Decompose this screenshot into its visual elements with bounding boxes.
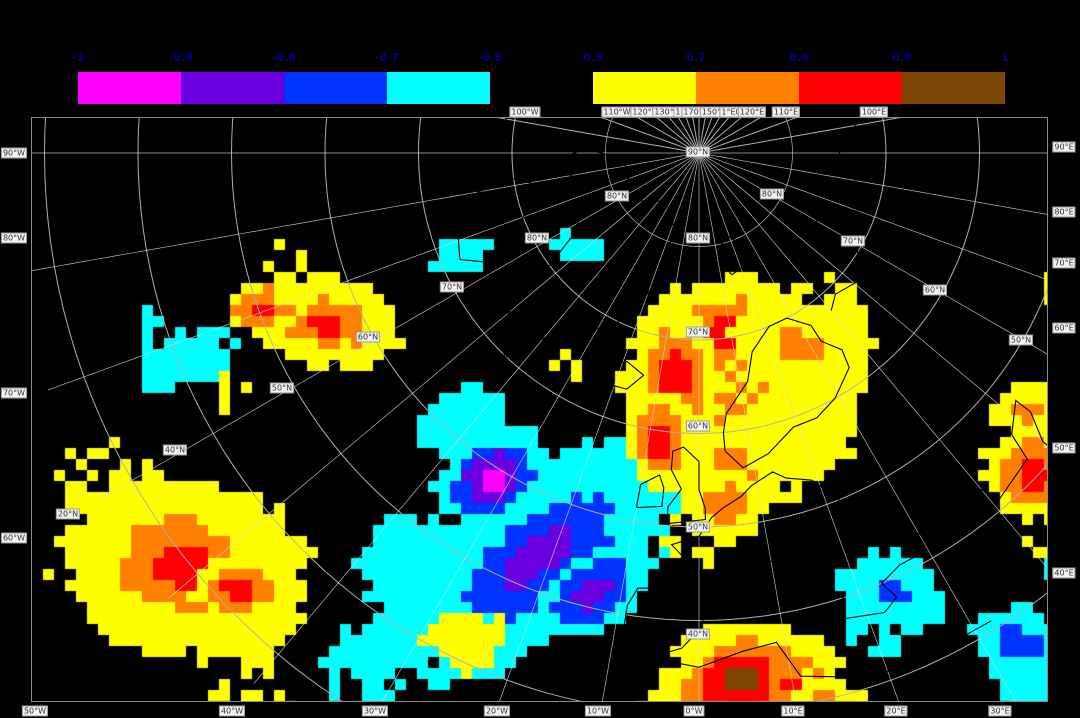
axis-label-bottom-20W: 20°W xyxy=(483,705,511,717)
graticule-line xyxy=(699,153,1047,569)
colorbar-tick-1: 1 xyxy=(1001,51,1009,64)
grid-label-50N: 50°N xyxy=(1008,334,1034,346)
grid-label-90N: 90°N xyxy=(685,146,711,158)
graticule-line xyxy=(699,152,1047,215)
colorbar-segment-1 xyxy=(181,72,284,104)
coastline-path xyxy=(623,471,922,657)
axis-label-left-60W: 60°W xyxy=(0,532,28,544)
axis-label-left-90W: 90°W xyxy=(0,147,28,159)
axis-label-bottom-50W: 50°W xyxy=(21,705,49,717)
graticule-line xyxy=(698,153,797,701)
axis-label-top-120E: 120°E xyxy=(737,106,767,118)
graticule-line xyxy=(168,153,699,599)
axis-label-bottom-30W: 30°W xyxy=(361,705,389,717)
graticule-line xyxy=(698,153,899,701)
colorbar-segment-3 xyxy=(387,72,490,104)
graticule-line xyxy=(499,153,700,701)
graticule-line xyxy=(47,152,699,391)
map-plot-area[interactable] xyxy=(31,117,1048,702)
coastline-path xyxy=(603,361,645,390)
negative-colorbar-tick-labels: -1 -0.9 -0.8 -0.7 -0.5 xyxy=(72,51,502,65)
axis-label-top-100E: 100°E xyxy=(859,106,889,118)
axis-label-bottom-20E: 20°E xyxy=(884,705,908,717)
correlation-heatmap-canvas xyxy=(32,118,1047,701)
coastline-path xyxy=(635,474,665,509)
colorbar-tick--0.9: -0.9 xyxy=(168,51,194,64)
grid-label-80N: 80°N xyxy=(685,232,711,244)
colorbar-tick--0.5: -0.5 xyxy=(477,51,503,64)
axis-label-top-110E: 110°E xyxy=(771,106,801,118)
coastline-path xyxy=(812,204,853,253)
grid-label-70N: 70°N xyxy=(840,235,866,247)
axis-label-right-90E: 90°E xyxy=(1052,141,1076,153)
axis-label-top-100W: 100°W xyxy=(509,106,541,118)
axis-label-bottom-30E: 30°E xyxy=(988,705,1012,717)
grid-label-20N: 20°N xyxy=(55,508,81,520)
colorbar-tick-0.8: 0.8 xyxy=(789,51,809,64)
graticule-line xyxy=(32,152,699,271)
axis-label-bottom-10W: 10°W xyxy=(584,705,612,717)
graticule-line xyxy=(699,153,1047,446)
graticule-line xyxy=(382,153,699,701)
coastline-path xyxy=(557,148,630,181)
axis-label-bottom-0W: 0°W xyxy=(683,705,705,717)
grid-label-50N: 50°N xyxy=(685,521,711,533)
grid-label-70N: 70°N xyxy=(685,326,711,338)
grid-label-40N: 40°N xyxy=(685,628,711,640)
axis-label-top-110W: 110°W xyxy=(601,106,633,118)
colorbar-segment-0 xyxy=(593,72,696,104)
positive-correlation-colorbar xyxy=(593,72,1005,104)
coastline-path xyxy=(457,178,545,264)
axis-label-left-80W: 80°W xyxy=(0,232,28,244)
coastline-layer xyxy=(457,118,1047,678)
grid-label-60N: 60°N xyxy=(922,284,948,296)
graticule-line xyxy=(253,153,699,684)
graticule-line xyxy=(497,118,699,154)
axis-label-right-70E: 70°E xyxy=(1052,257,1076,269)
colorbar-tick--0.8: -0.8 xyxy=(271,51,297,64)
colorbar-tick--0.7: -0.7 xyxy=(374,51,400,64)
graticule-line xyxy=(699,153,1016,701)
grid-label-40N: 40°N xyxy=(162,444,188,456)
positive-colorbar-tick-labels: 0.5 0.7 0.8 0.9 1 xyxy=(583,51,1009,65)
colorbar-tick-0.9: 0.9 xyxy=(892,51,912,64)
axis-label-bottom-10E: 10°E xyxy=(781,705,805,717)
coastline-path xyxy=(721,235,746,276)
axis-label-bottom-40W: 40°W xyxy=(218,705,246,717)
grid-label-60N: 60°N xyxy=(355,331,381,343)
coastline-path xyxy=(910,399,1047,507)
colorbar-segment-2 xyxy=(284,72,387,104)
colorbar-tick--1: -1 xyxy=(71,51,85,64)
grid-label-80N: 80°N xyxy=(524,232,550,244)
grid-label-60N: 60°N xyxy=(685,420,711,432)
grid-label-50N: 50°N xyxy=(269,382,295,394)
colorbar-segment-1 xyxy=(696,72,799,104)
graticule-line xyxy=(699,153,1047,355)
coastline-path xyxy=(722,317,850,469)
axis-label-right-60E: 60°E xyxy=(1052,322,1076,334)
axis-label-right-40E: 40°E xyxy=(1052,567,1076,579)
axis-label-right-80E: 80°E xyxy=(1052,206,1076,218)
colorbar-segment-2 xyxy=(799,72,902,104)
graticule-line xyxy=(699,152,1047,281)
grid-label-80N: 80°N xyxy=(604,190,630,202)
graticule-line xyxy=(699,118,901,154)
negative-correlation-colorbar xyxy=(78,72,490,104)
axis-label-right-50E: 50°E xyxy=(1052,442,1076,454)
axis-label-left-70W: 70°W xyxy=(0,387,28,399)
coastline-path xyxy=(645,620,992,678)
coastline-path xyxy=(830,118,862,311)
colorbar-tick-0.5: 0.5 xyxy=(583,51,603,64)
grid-label-80N: 80°N xyxy=(759,188,785,200)
colorbar-segment-0 xyxy=(78,72,181,104)
coastline-path xyxy=(500,196,675,359)
grid-label-70N: 70°N xyxy=(439,281,465,293)
coastline-path xyxy=(666,446,706,525)
graticule-line xyxy=(98,153,699,500)
colorbar-segment-3 xyxy=(902,72,1005,104)
colorbar-tick-0.7: 0.7 xyxy=(686,51,706,64)
